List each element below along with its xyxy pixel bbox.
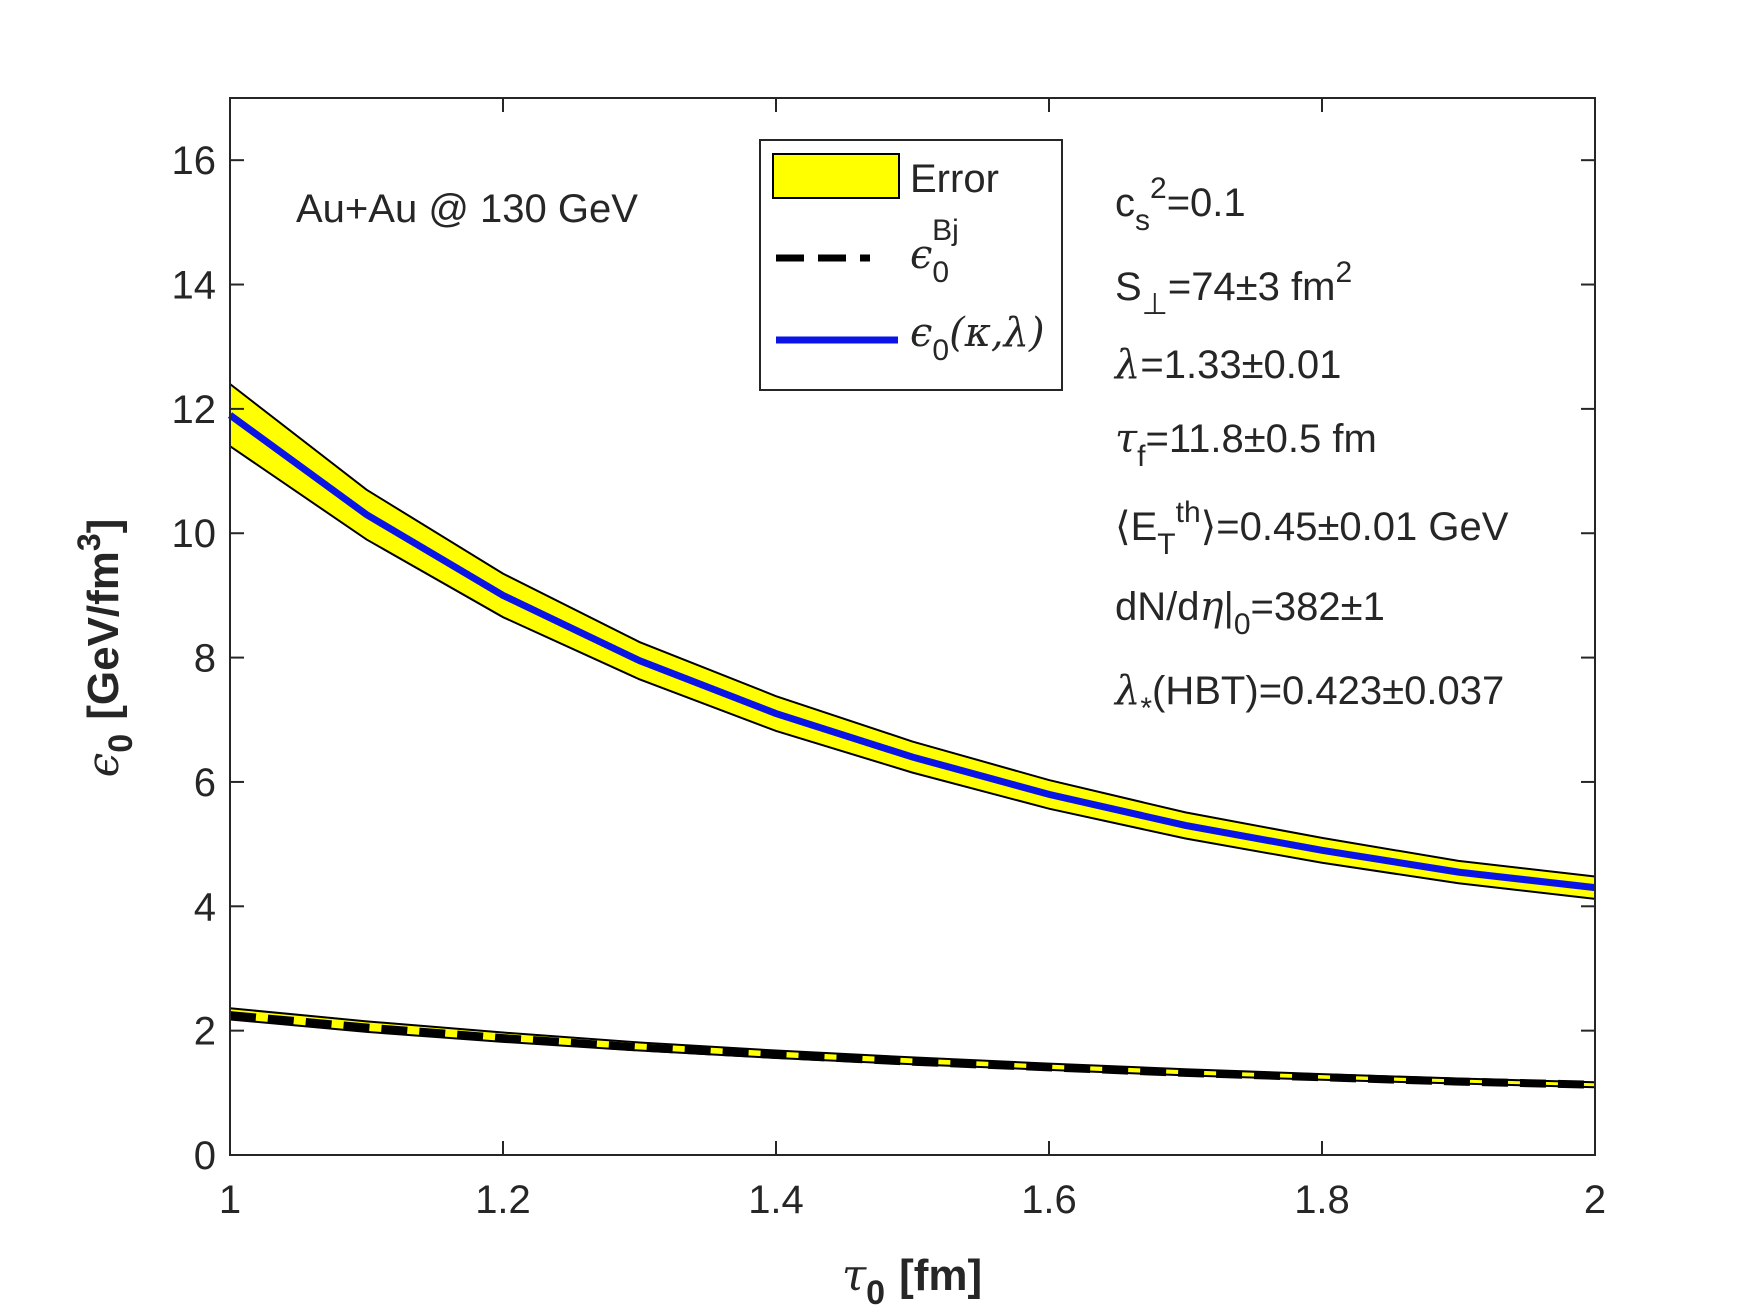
legend-model-symbol: ϵ <box>910 310 932 356</box>
param-lambda: λ=1.33±0.01 <box>1113 342 1341 388</box>
param-part: ⟨E <box>1115 505 1157 549</box>
series-line-0 <box>227 412 1596 892</box>
series-line-1 <box>229 1011 1596 1089</box>
legend-bjorken-sup: Bj <box>932 214 959 247</box>
param-part: η <box>1200 584 1224 630</box>
x-tick-label: 1.2 <box>475 1178 531 1222</box>
x-tick-label: 1.8 <box>1294 1178 1350 1222</box>
y-tick-label: 12 <box>172 388 217 432</box>
param-part: 0 <box>1234 608 1251 641</box>
param-part: =382±1 <box>1251 585 1385 629</box>
axes-frame <box>229 97 1596 1156</box>
y-axis-subscript: 0 <box>102 734 140 753</box>
error-band-upper-0 <box>229 383 1596 878</box>
x-axis-subscript: 0 <box>866 1274 885 1312</box>
param-part: T <box>1157 528 1175 561</box>
y-tick-label: 6 <box>194 761 216 805</box>
y-tick-label: 2 <box>194 1010 216 1054</box>
x-tick-label: 1.4 <box>748 1178 804 1222</box>
param-part: =11.8±0.5 fm <box>1145 417 1376 461</box>
y-tick-label: 16 <box>172 139 217 183</box>
legend-bjorken-sub: 0 <box>932 256 949 289</box>
parameter-annotations: cs2=0.1S⊥=74±3 fm2λ=1.33±0.01τf=11.8±0.5… <box>1113 172 1509 725</box>
param-part: λ <box>1113 342 1140 388</box>
y-axis-title: ϵ0 [GeV/fm3] <box>71 519 140 778</box>
param-part: =0.1 <box>1167 181 1246 225</box>
param-part: S <box>1115 265 1142 309</box>
y-axis-symbol: ϵ <box>78 753 129 778</box>
x-axis-unit: [fm] <box>899 1251 982 1300</box>
param-et: ⟨ETth⟩=0.45±0.01 GeV <box>1115 496 1509 561</box>
y-axis-unit-close: ] <box>79 519 128 534</box>
plot-area <box>227 383 1596 1089</box>
y-tick-label: 8 <box>194 637 216 681</box>
axis-ticks: 1 1.2 1.4 1.6 1.8 2 0 2 4 6 8 10 12 14 16 <box>172 98 1606 1222</box>
param-part: (HBT)=0.423±0.037 <box>1152 669 1504 713</box>
x-axis-title: τ0 [fm] <box>842 1250 982 1312</box>
y-tick-label: 10 <box>172 512 217 556</box>
param-part: dN/d <box>1115 585 1200 629</box>
param-part: * <box>1140 692 1152 725</box>
legend-swatch-error <box>772 153 900 199</box>
y-tick-label: 0 <box>194 1134 216 1178</box>
param-part: λ <box>1113 668 1140 714</box>
x-tick-label: 1.6 <box>1021 1178 1077 1222</box>
param-part: | <box>1223 585 1233 629</box>
legend-model-sub: 0 <box>932 334 949 367</box>
param-part: ⟩=0.45±0.01 GeV <box>1201 505 1509 549</box>
legend-model-args: (κ,λ) <box>949 310 1045 356</box>
param-part: 2 <box>1150 172 1167 205</box>
param-part: s <box>1135 204 1150 237</box>
x-axis-symbol: τ <box>842 1250 867 1301</box>
param-part: f <box>1137 440 1146 473</box>
legend-label-error: Error <box>910 157 999 201</box>
param-part: =74±3 fm <box>1168 265 1336 309</box>
param-part: 2 <box>1335 256 1352 289</box>
error-band-upper-1 <box>229 1007 1596 1084</box>
x-tick-label: 2 <box>1584 1178 1606 1222</box>
error-band-lower-0 <box>229 445 1596 900</box>
param-part: =1.33±0.01 <box>1140 343 1341 387</box>
param-hbt: λ*(HBT)=0.423±0.037 <box>1113 668 1504 725</box>
param-part: th <box>1176 496 1201 529</box>
x-tick-label: 1 <box>219 1178 241 1222</box>
param-cs2: cs2=0.1 <box>1115 172 1246 237</box>
legend-bjorken-symbol: ϵ <box>910 232 932 278</box>
y-tick-label: 14 <box>172 264 217 308</box>
y-tick-label: 4 <box>194 885 216 929</box>
y-axis-unit: [GeV/fm <box>79 551 128 720</box>
param-part: τ <box>1115 416 1138 462</box>
legend: Error ϵ0Bj ϵ0(κ,λ) <box>759 139 1063 391</box>
legend-label-model: ϵ0(κ,λ) <box>910 310 1045 367</box>
param-dndeta: dN/dη|0=382±1 <box>1115 584 1385 641</box>
param-part: c <box>1115 181 1135 225</box>
legend-label-bjorken: ϵ0 Bj <box>910 214 959 289</box>
collision-label: Au+Au @ 130 GeV <box>296 187 638 231</box>
param-tauf: τf=11.8±0.5 fm <box>1115 416 1377 473</box>
param-area: S⊥=74±3 fm2 <box>1115 256 1352 321</box>
param-part: ⊥ <box>1142 288 1168 321</box>
y-axis-unit-sup: 3 <box>71 533 107 551</box>
